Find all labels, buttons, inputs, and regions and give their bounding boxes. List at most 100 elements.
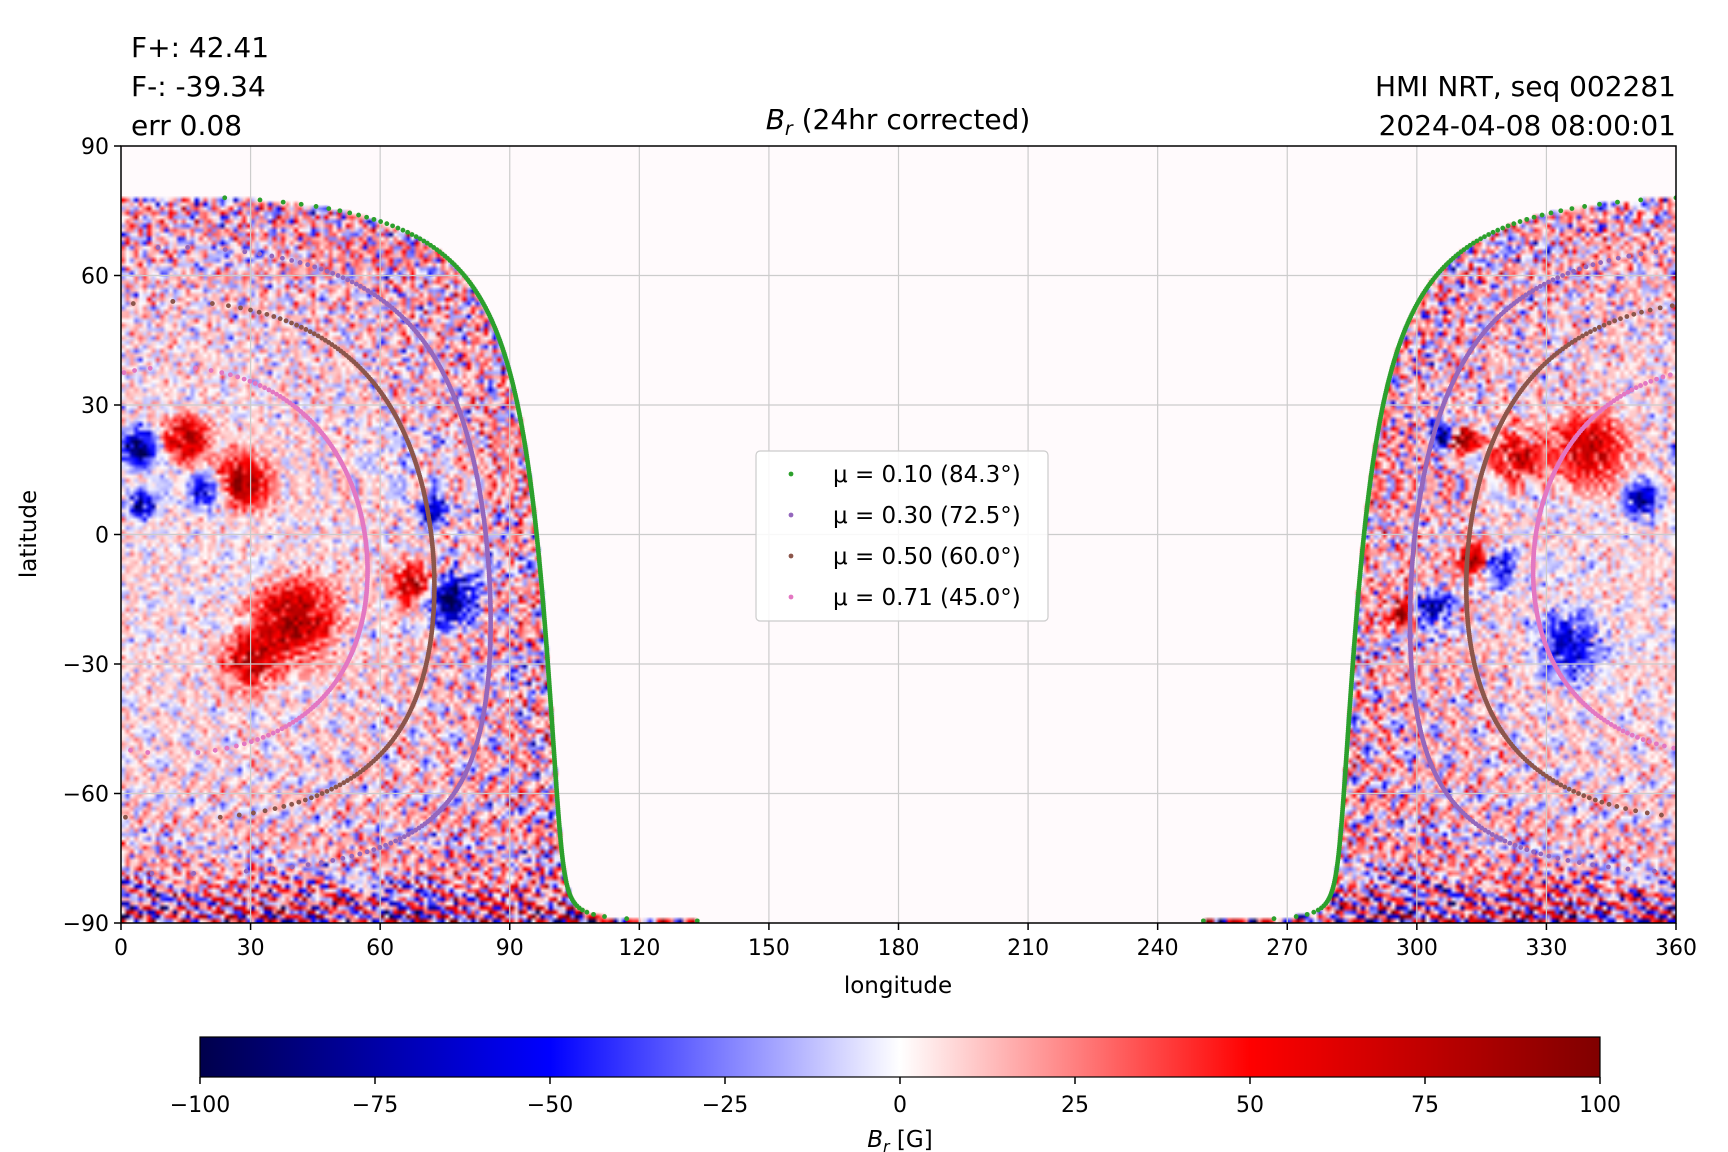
y-tick-label: 0	[95, 524, 109, 549]
mu-contour-point	[1638, 383, 1643, 388]
mu-contour-point	[1566, 786, 1572, 792]
mu-contour-point	[305, 862, 311, 868]
mu-contour-point	[694, 918, 700, 923]
mu-contour-point	[371, 847, 377, 853]
mu-contour-point	[222, 195, 228, 201]
mu-contour-point	[195, 750, 201, 755]
chart-title: Br (24hr corrected)	[766, 103, 1031, 140]
mu-contour-point	[353, 281, 359, 287]
x-tick-label: 150	[748, 936, 790, 961]
mu-contour-point	[322, 337, 328, 343]
mu-contour-point	[1629, 732, 1635, 738]
mu-contour-point	[303, 327, 309, 332]
mu-contour-point	[1507, 840, 1513, 846]
x-tick-label: 180	[878, 936, 920, 961]
mu-contour-point	[318, 266, 324, 272]
mu-contour-point	[1471, 240, 1476, 246]
mu-contour-point	[371, 216, 377, 222]
y-axis: −90 −60 −30 0 30 60 90	[63, 135, 121, 937]
mu-contour-point	[1598, 260, 1603, 265]
mu-contour-point	[307, 329, 313, 335]
mu-contour-point	[365, 288, 371, 294]
mu-contour-point	[280, 199, 286, 205]
mu-contour-point	[319, 335, 325, 341]
mu-contour-point	[1560, 273, 1566, 278]
mu-contour-point	[409, 232, 415, 237]
y-tick-label: 30	[81, 394, 109, 419]
mu-contour-point	[1541, 281, 1547, 287]
mu-contour-point	[1590, 862, 1595, 868]
mu-contour-point	[1660, 374, 1666, 380]
mu-contour-point	[333, 784, 339, 790]
mu-contour-point	[241, 741, 247, 747]
mu-contour-point	[421, 238, 427, 244]
mu-contour-point	[1502, 838, 1508, 844]
mu-contour-point	[264, 311, 270, 317]
mu-contour-point	[1555, 855, 1561, 861]
mu-contours	[121, 195, 1676, 923]
mu-contour-point	[252, 381, 258, 386]
colorbar-label: Br [G]	[867, 1127, 932, 1152]
mu-contour-point	[1576, 335, 1582, 341]
mu-contour-point	[405, 229, 411, 235]
legend-label: μ = 0.50 (60.0°)	[833, 544, 1021, 570]
mu-contour-point	[256, 309, 262, 315]
mu-contour-point	[238, 305, 243, 311]
mu-contour-point	[297, 260, 303, 265]
y-tick-label: −60	[63, 783, 109, 808]
mu-contour-point	[1489, 832, 1495, 837]
mu-contour-point	[1518, 845, 1524, 850]
mu-contour-point	[1524, 216, 1530, 222]
mu-contour-point	[1596, 324, 1602, 330]
mu-contour-point	[302, 797, 308, 803]
mu-contour-point	[1571, 788, 1577, 794]
legend-box	[755, 450, 1049, 622]
colorbar-ticks: −100 −75 −50 −25 0 25 50 75 100	[170, 1077, 1621, 1118]
timestamp-text: 2024-04-08 08:00:01	[1379, 109, 1676, 142]
mu-contour-point	[1608, 722, 1614, 727]
mu-contour-point	[270, 730, 276, 736]
x-axis: 0 30 60 90 120 150 180 210 240 270 300 330 360	[114, 923, 1697, 961]
mu-contour-point	[1626, 253, 1632, 259]
mu-contour-point	[1478, 236, 1484, 242]
mu-contour-point	[296, 799, 302, 805]
colorbar-tick-label: 75	[1411, 1093, 1439, 1118]
mu-contour-point	[257, 383, 263, 388]
mu-contour-point	[217, 814, 223, 820]
mu-contour-point	[1590, 262, 1596, 268]
mu-contour-point	[315, 333, 321, 339]
mu-contour-point	[1517, 219, 1523, 224]
mu-contour-point	[222, 247, 228, 253]
mu-contour-point	[584, 909, 590, 915]
colorbar-tick-label: −75	[352, 1093, 398, 1118]
mu-contour-point	[1612, 724, 1618, 729]
mu-contour-point	[130, 301, 136, 306]
mu-contour-point	[212, 747, 218, 753]
mu-contour-point	[1640, 737, 1646, 742]
mu-contour-point	[312, 264, 318, 270]
mu-contour-point	[1616, 726, 1622, 732]
mu-contour-point	[191, 870, 197, 876]
mu-contour-point	[209, 301, 215, 306]
colorbar-gradient	[199, 1036, 1601, 1078]
mu-contour-point	[1500, 225, 1506, 231]
mu-contour-point	[275, 728, 281, 734]
mu-contour-point	[279, 726, 285, 732]
mu-contour-point	[266, 387, 272, 393]
mu-contour-point	[624, 916, 630, 922]
mu-contour-point	[1558, 782, 1564, 788]
mu-contour-point	[1606, 801, 1612, 807]
mu-contour-point	[368, 290, 374, 296]
mu-contour-point	[313, 204, 319, 209]
mu-contour-point	[1615, 199, 1620, 205]
mu-contour-point	[1629, 387, 1635, 393]
mu-contour-point	[1644, 810, 1650, 816]
mu-contour-point	[277, 316, 283, 322]
mu-contour-point	[1474, 238, 1480, 244]
mu-contour-point	[1271, 916, 1277, 922]
x-axis-label: longitude	[844, 973, 952, 999]
mu-contour-point	[1620, 728, 1626, 734]
y-tick-label: 90	[81, 135, 109, 160]
mu-contour-point	[417, 236, 423, 242]
legend-label: μ = 0.30 (72.5°)	[833, 503, 1021, 529]
